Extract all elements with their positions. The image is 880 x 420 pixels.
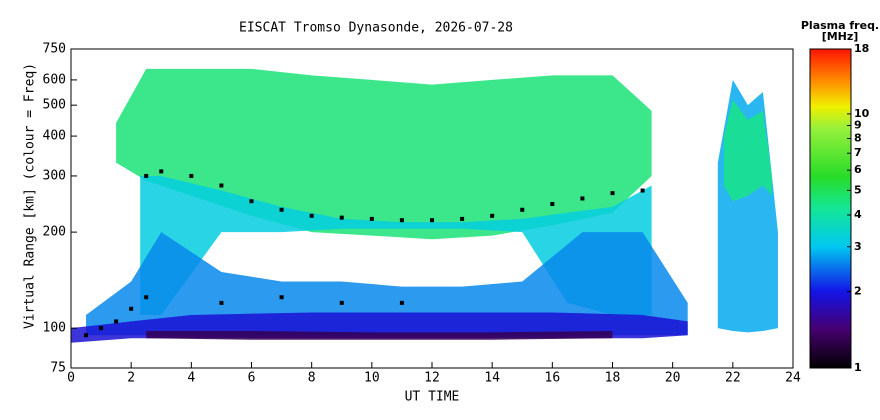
trace-point bbox=[99, 326, 104, 331]
trace-point bbox=[84, 333, 89, 338]
trace-point bbox=[129, 306, 134, 311]
y-tick-label: 300 bbox=[43, 168, 66, 183]
trace-point bbox=[399, 300, 404, 305]
trace-point bbox=[490, 213, 495, 218]
colorbar-title: [MHz] bbox=[822, 30, 859, 43]
colorbar-tick-label: 9 bbox=[854, 119, 862, 132]
trace-point bbox=[309, 213, 314, 218]
x-tick-label: 20 bbox=[665, 371, 681, 386]
x-tick-label: 14 bbox=[484, 371, 500, 386]
echo-band bbox=[140, 175, 652, 315]
trace-point bbox=[144, 295, 149, 300]
colorbar-title: Plasma freq. bbox=[801, 19, 879, 32]
trace-point bbox=[189, 173, 194, 178]
echo-band bbox=[86, 232, 688, 336]
x-tick-label: 6 bbox=[248, 371, 256, 386]
trace-point bbox=[279, 207, 284, 212]
trace-point bbox=[520, 207, 525, 212]
x-tick-label: 12 bbox=[424, 371, 440, 386]
x-tick-label: 16 bbox=[545, 371, 561, 386]
x-tick-label: 18 bbox=[605, 371, 621, 386]
colorbar-tick-label: 4 bbox=[854, 208, 862, 221]
y-tick-label: 75 bbox=[50, 361, 66, 376]
colorbar-tick-label: 7 bbox=[854, 146, 862, 159]
colorbar-tick-label: 10 bbox=[854, 107, 870, 120]
y-tick-label: 750 bbox=[43, 42, 66, 57]
chart-title: EISCAT Tromso Dynasonde, 2026-07-28 bbox=[239, 21, 513, 36]
trace-point bbox=[550, 202, 555, 207]
y-tick-label: 400 bbox=[43, 129, 66, 144]
trace-point bbox=[640, 188, 645, 193]
colorbar-tick-label: 1 bbox=[854, 361, 862, 374]
x-tick-label: 8 bbox=[308, 371, 316, 386]
colorbar bbox=[809, 48, 852, 369]
trace-point bbox=[399, 218, 404, 223]
x-tick-label: 24 bbox=[785, 371, 801, 386]
trace-point bbox=[159, 169, 164, 174]
y-tick-label: 100 bbox=[43, 321, 66, 336]
trace-point bbox=[249, 199, 254, 204]
colorbar-tick-label: 6 bbox=[854, 163, 862, 176]
x-tick-label: 22 bbox=[725, 371, 741, 386]
trace-point bbox=[580, 196, 585, 201]
trace-point bbox=[339, 300, 344, 305]
x-tick-label: 4 bbox=[187, 371, 195, 386]
colorbar-tick-label: 8 bbox=[854, 131, 862, 144]
trace-point bbox=[219, 300, 224, 305]
y-tick-label: 200 bbox=[43, 225, 66, 240]
y-tick-label: 600 bbox=[43, 72, 66, 87]
x-tick-label: 10 bbox=[364, 371, 380, 386]
echo-band bbox=[146, 330, 613, 340]
echo-band bbox=[723, 99, 772, 202]
x-axis-label: UT TIME bbox=[405, 390, 460, 405]
trace-point bbox=[369, 216, 374, 221]
y-tick-label: 500 bbox=[43, 98, 66, 113]
trace-point bbox=[339, 215, 344, 220]
y-axis-label: Virtual Range [km] (colour = Freq) bbox=[23, 63, 38, 329]
trace-point bbox=[460, 216, 465, 221]
trace-point bbox=[219, 183, 224, 188]
x-tick-label: 0 bbox=[67, 371, 75, 386]
x-tick-label: 2 bbox=[127, 371, 135, 386]
echo-band bbox=[717, 79, 778, 333]
colorbar-tick-label: 18 bbox=[854, 42, 869, 55]
colorbar-tick-label: 3 bbox=[854, 240, 862, 253]
trace-point bbox=[279, 295, 284, 300]
trace-point bbox=[610, 191, 615, 196]
colorbar-tick-label: 5 bbox=[854, 183, 862, 196]
echo-band bbox=[116, 68, 652, 240]
trace-point bbox=[430, 218, 434, 223]
trace-point bbox=[114, 319, 119, 324]
colorbar-tick-label: 2 bbox=[854, 284, 862, 297]
trace-point bbox=[144, 173, 149, 178]
